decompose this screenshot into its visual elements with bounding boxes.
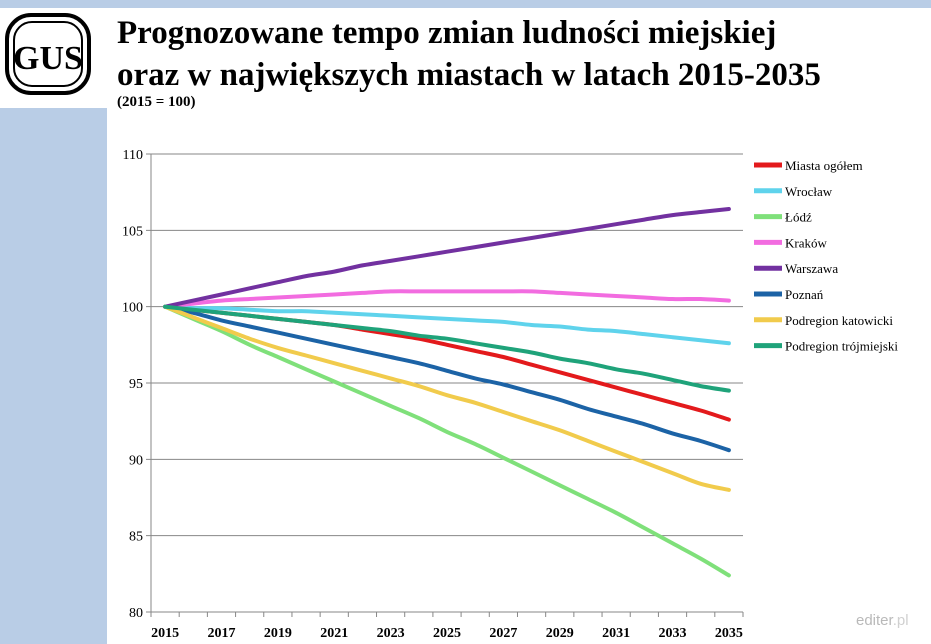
- top-accent-strip: [0, 0, 931, 8]
- x-tick-label: 2027: [489, 626, 517, 641]
- series-line-2: [163, 304, 731, 346]
- series-line-7: [163, 304, 731, 492]
- x-tick-label: 2015: [151, 626, 179, 641]
- x-tick-label: 2033: [659, 626, 687, 641]
- y-tick-label: 80: [129, 606, 143, 621]
- legend-label: Warszawa: [785, 261, 838, 276]
- x-tick-label: 2017: [207, 626, 235, 641]
- series-line-1: [163, 304, 731, 422]
- series-line-6: [163, 304, 731, 453]
- legend-label: Łódź: [785, 210, 812, 225]
- side-accent-panel: [0, 108, 107, 644]
- legend-label: Poznań: [785, 287, 824, 302]
- page-subtitle: (2015 = 100): [117, 94, 196, 110]
- legend-label: Kraków: [785, 235, 827, 250]
- title-line-1: Prognozowane tempo zmian ludności miejsk…: [117, 15, 777, 51]
- series-line-3: [163, 304, 731, 578]
- legend-label: Podregion katowicki: [785, 313, 893, 328]
- series-line-4: [163, 289, 731, 309]
- x-tick-label: 2035: [715, 626, 743, 641]
- x-tick-label: 2029: [546, 626, 574, 641]
- y-tick-label: 90: [129, 453, 143, 468]
- watermark-brand: editer: [856, 612, 893, 629]
- x-tick-label: 2023: [377, 626, 405, 641]
- logo-text: GUS: [13, 40, 83, 77]
- x-tick-label: 2019: [264, 626, 292, 641]
- legend-label: Podregion trójmiejski: [785, 339, 898, 354]
- y-tick-label: 100: [122, 301, 143, 316]
- y-tick-label: 105: [122, 224, 143, 239]
- page-title: Prognozowane tempo zmian ludności miejsk…: [117, 12, 821, 96]
- legend-label: Miasta ogółem: [785, 158, 863, 173]
- x-tick-label: 2021: [320, 626, 348, 641]
- y-tick-label: 85: [129, 530, 143, 545]
- watermark: editer.pl: [856, 612, 909, 629]
- x-tick-label: 2031: [602, 626, 630, 641]
- series-line-8: [163, 304, 731, 393]
- watermark-tld: .pl: [892, 612, 909, 629]
- x-tick-label: 2025: [433, 626, 461, 641]
- y-tick-label: 95: [129, 377, 143, 392]
- gus-logo: GUS: [5, 13, 91, 95]
- legend-label: Wrocław: [785, 184, 833, 199]
- series-line-5: [163, 207, 731, 309]
- title-line-2: oraz w największych miastach w latach 20…: [117, 57, 821, 93]
- y-tick-label: 110: [123, 148, 143, 163]
